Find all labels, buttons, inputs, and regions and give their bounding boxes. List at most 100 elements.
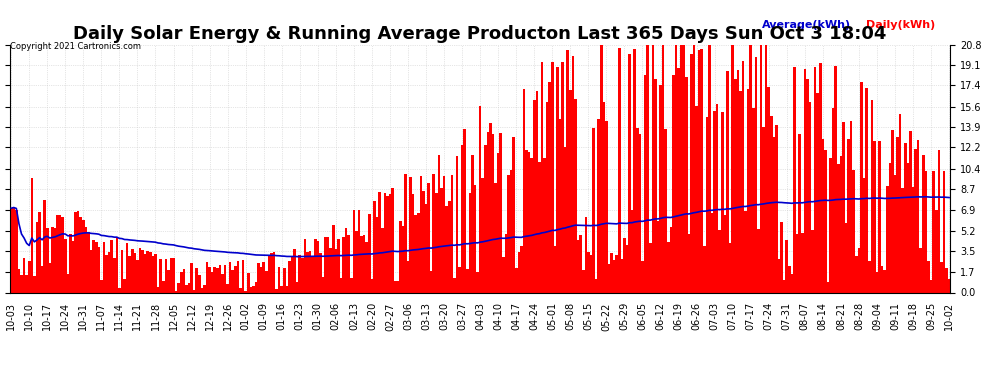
Bar xyxy=(757,230,759,292)
Bar xyxy=(74,212,77,292)
Bar xyxy=(672,75,675,292)
Bar xyxy=(631,210,634,292)
Bar xyxy=(33,276,36,292)
Bar xyxy=(605,121,608,292)
Bar xyxy=(590,255,592,292)
Bar xyxy=(180,272,182,292)
Text: Copyright 2021 Cartronics.com: Copyright 2021 Cartronics.com xyxy=(10,42,141,51)
Bar xyxy=(835,66,837,292)
Bar xyxy=(428,183,430,292)
Bar xyxy=(142,251,144,292)
Bar xyxy=(873,141,876,292)
Bar xyxy=(688,234,690,292)
Bar xyxy=(257,263,259,292)
Bar xyxy=(252,286,254,292)
Bar xyxy=(182,269,185,292)
Bar xyxy=(245,291,247,292)
Bar xyxy=(711,213,714,292)
Bar xyxy=(507,176,510,292)
Bar xyxy=(376,217,378,292)
Text: Daily(kWh): Daily(kWh) xyxy=(865,20,935,30)
Bar xyxy=(917,140,920,292)
Bar xyxy=(66,274,69,292)
Bar xyxy=(528,152,531,292)
Bar xyxy=(227,284,229,292)
Bar xyxy=(56,216,58,292)
Bar xyxy=(564,147,566,292)
Bar xyxy=(234,266,237,292)
Bar xyxy=(309,251,312,292)
Bar xyxy=(827,282,830,292)
Bar xyxy=(198,275,201,292)
Bar xyxy=(471,155,473,292)
Bar xyxy=(505,234,507,292)
Bar xyxy=(458,267,460,292)
Bar xyxy=(698,50,701,292)
Bar xyxy=(105,255,108,292)
Bar xyxy=(680,45,682,292)
Bar xyxy=(891,130,894,292)
Bar xyxy=(497,153,500,292)
Bar xyxy=(28,261,31,292)
Bar xyxy=(693,45,695,292)
Bar xyxy=(539,162,541,292)
Bar xyxy=(798,134,801,292)
Bar xyxy=(404,174,407,292)
Bar xyxy=(340,278,343,292)
Bar xyxy=(865,88,868,292)
Bar xyxy=(460,145,463,292)
Bar xyxy=(399,222,402,292)
Bar xyxy=(332,225,335,292)
Bar xyxy=(299,255,301,292)
Bar xyxy=(724,215,727,292)
Bar xyxy=(383,193,386,292)
Bar xyxy=(159,258,162,292)
Bar xyxy=(837,164,840,292)
Bar xyxy=(360,236,363,292)
Bar xyxy=(453,278,455,292)
Bar xyxy=(592,128,595,292)
Bar xyxy=(677,68,680,292)
Bar xyxy=(113,258,116,292)
Bar xyxy=(10,208,13,292)
Bar xyxy=(338,239,340,292)
Bar xyxy=(626,245,629,292)
Bar xyxy=(708,45,711,292)
Bar xyxy=(278,267,280,292)
Bar xyxy=(912,187,915,292)
Bar xyxy=(682,45,685,292)
Bar xyxy=(134,253,137,292)
Bar xyxy=(304,239,306,292)
Bar xyxy=(847,139,849,292)
Bar xyxy=(804,69,806,292)
Bar xyxy=(402,226,404,292)
Bar xyxy=(561,63,564,292)
Bar xyxy=(103,242,105,292)
Bar xyxy=(242,260,245,292)
Bar xyxy=(443,176,446,292)
Bar xyxy=(420,176,422,292)
Bar xyxy=(920,248,922,292)
Bar xyxy=(922,155,925,292)
Bar xyxy=(137,260,139,292)
Bar xyxy=(656,221,659,292)
Bar xyxy=(23,258,26,292)
Bar xyxy=(744,211,746,292)
Bar xyxy=(262,261,265,292)
Bar xyxy=(13,207,15,292)
Bar xyxy=(772,137,775,292)
Bar xyxy=(100,279,103,292)
Bar xyxy=(942,171,945,292)
Bar xyxy=(737,70,740,292)
Bar xyxy=(64,239,66,292)
Bar xyxy=(319,253,322,292)
Bar xyxy=(852,170,855,292)
Bar xyxy=(791,274,793,292)
Bar xyxy=(600,45,603,292)
Bar xyxy=(283,268,285,292)
Bar xyxy=(778,259,780,292)
Bar xyxy=(365,242,368,292)
Bar xyxy=(938,150,940,292)
Bar xyxy=(481,178,484,292)
Bar xyxy=(335,249,338,292)
